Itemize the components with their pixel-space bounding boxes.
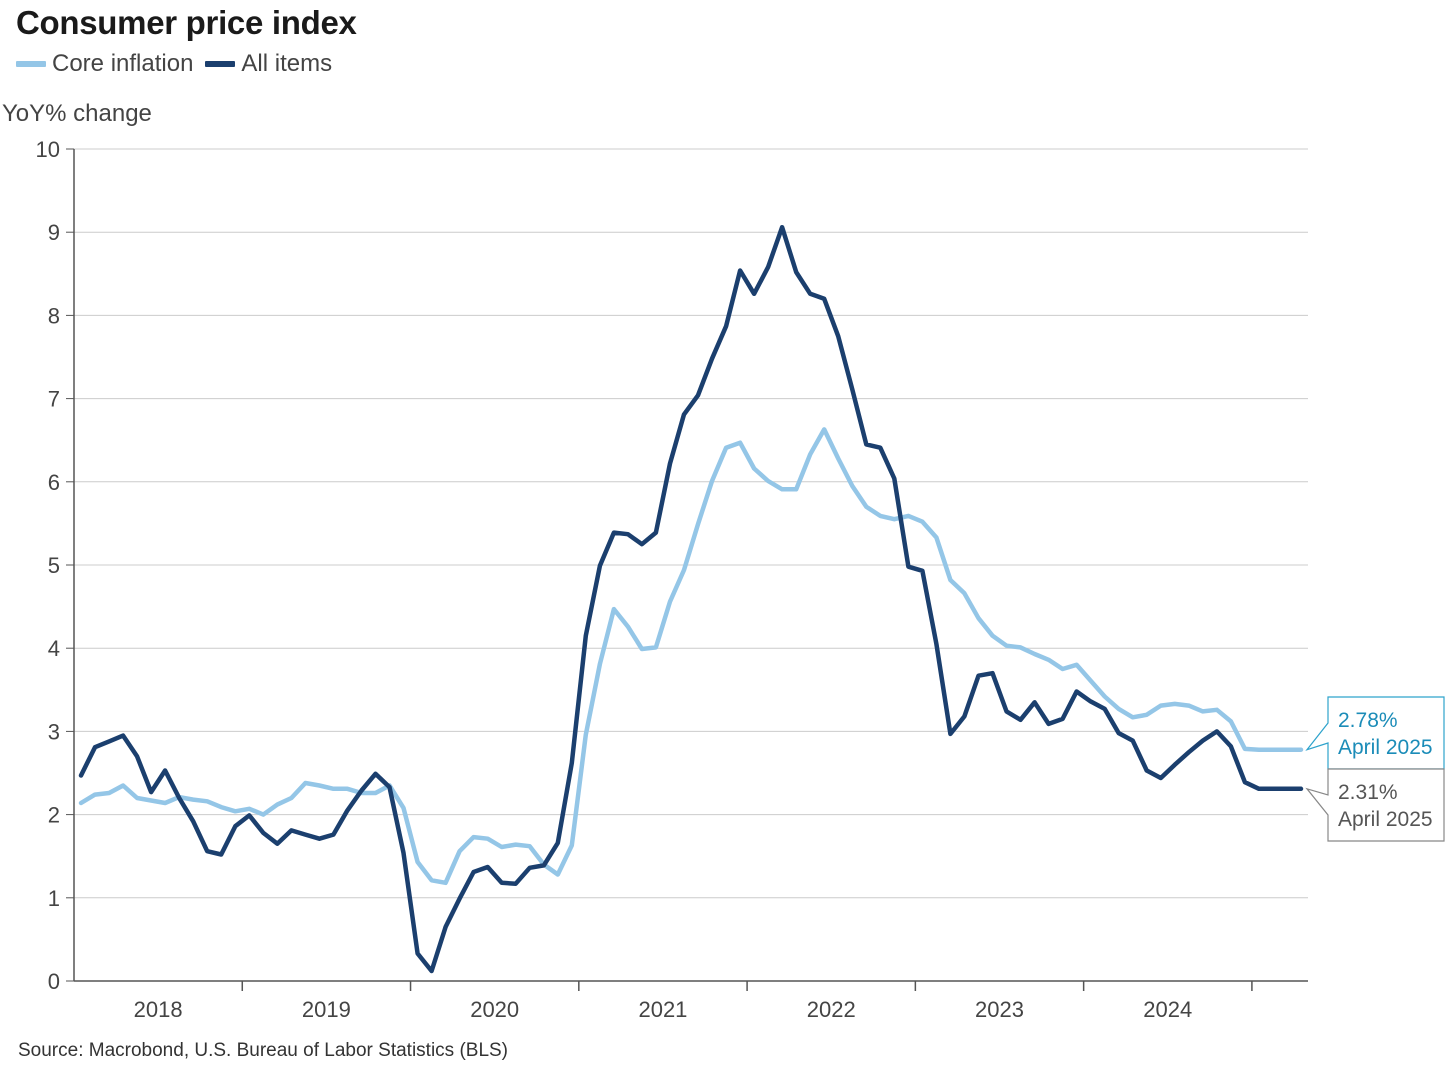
y-tick-label: 5 [48,553,60,578]
y-axis-label: YoY% change [2,100,152,127]
x-tick-label: 2021 [638,997,687,1022]
gridlines [74,148,1308,982]
legend: Core inflation All items [16,50,344,78]
all-items-callout-box [1305,768,1445,842]
y-tick-label: 6 [48,470,60,495]
core-callout-box [1305,696,1445,770]
x-tick-label: 2020 [470,997,519,1022]
core-callout-value: 2.78% [1338,709,1398,732]
y-tick-label: 3 [48,719,60,744]
all-items-callout: 2.31% April 2025 [1305,768,1445,842]
legend-label-core: Core inflation [52,50,194,77]
y-tick-label: 7 [48,387,60,412]
legend-swatch-all [205,61,236,67]
y-axis-ticks: 0 1 2 3 4 5 6 7 8 9 10 [36,137,75,994]
x-tick-label: 2024 [1143,997,1192,1022]
y-tick-label: 2 [48,803,60,828]
core-inflation-line [78,427,1304,886]
all-items-callout-value: 2.31% [1338,781,1398,804]
source-note: Source: Macrobond, U.S. Bureau of Labor … [18,1040,509,1061]
x-tick-label: 2022 [807,997,856,1022]
core-callout-date: April 2025 [1338,736,1433,759]
x-tick-label: 2018 [134,997,183,1022]
all-items-line [78,224,1304,974]
legend-item-all: All items [205,50,332,78]
end-callouts: 2.78% April 2025 2.31% April 2025 [1305,696,1445,842]
y-tick-label: 10 [36,137,60,162]
series-lines [78,224,1304,974]
legend-swatch-core [16,61,46,67]
y-tick-label: 9 [48,220,60,245]
x-tick-label: 2019 [302,997,351,1022]
y-tick-label: 0 [48,969,60,994]
all-items-callout-date: April 2025 [1338,808,1433,831]
x-axis: 2018 2019 2020 2021 2022 2023 2024 [134,981,1253,1022]
chart-title: Consumer price index [16,4,357,41]
y-tick-label: 8 [48,303,60,328]
legend-item-core: Core inflation [16,50,193,78]
y-tick-label: 4 [48,636,60,661]
legend-label-all: All items [241,50,333,77]
y-tick-label: 1 [48,886,60,911]
core-callout: 2.78% April 2025 [1305,696,1445,770]
x-tick-label: 2023 [975,997,1024,1022]
